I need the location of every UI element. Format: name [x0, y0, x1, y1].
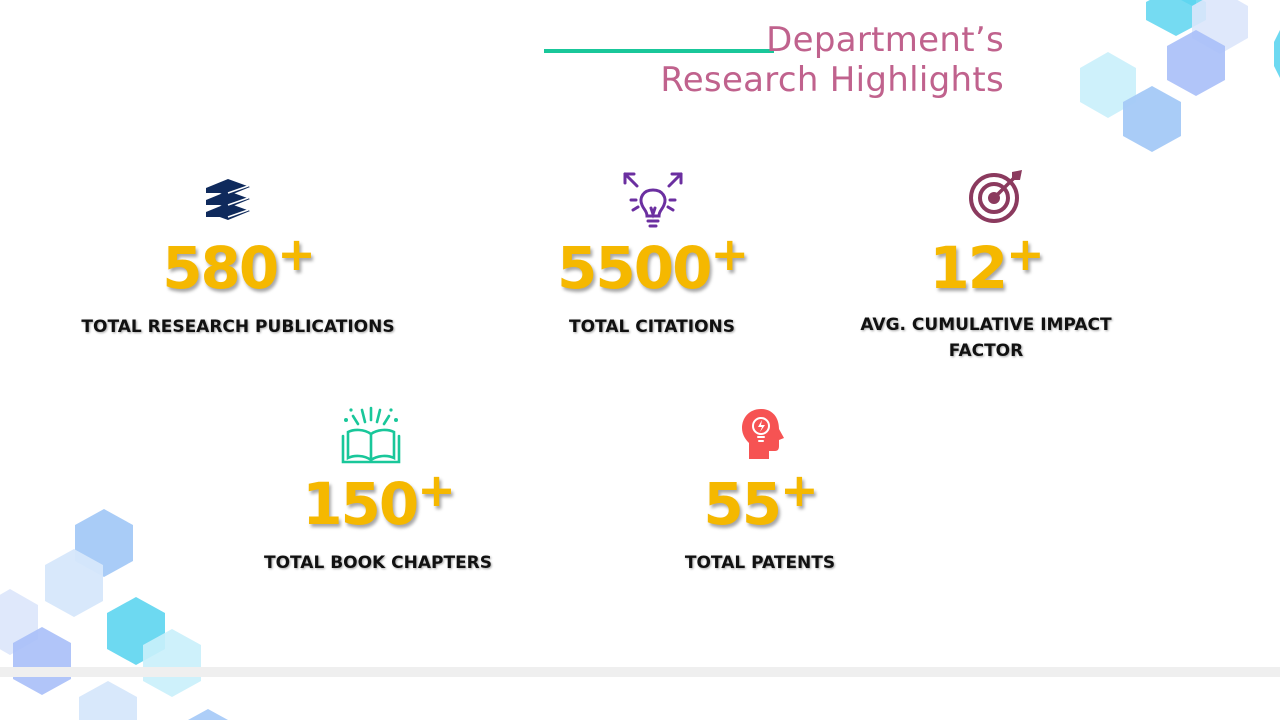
stat-book-chapters: 150+ Total Book Chapters: [220, 463, 536, 576]
stat-citations-label: Total Citations: [569, 317, 735, 337]
stat-book-chapters-label: Total Book Chapters: [263, 553, 493, 573]
lightbulb-icon: [623, 172, 683, 228]
stat-impact-factor: 12+ Avg. Cumulative Impact Factor: [846, 227, 1126, 364]
stat-patents: 55+ Total Patents: [640, 463, 880, 576]
stat-publications: 580+ Total Research Publications: [60, 227, 416, 340]
stat-value: 12: [929, 234, 1008, 302]
stat-value: 5500: [557, 234, 712, 302]
hexagon-decoration-top-right: [1080, 0, 1280, 152]
stat-plus: +: [1006, 227, 1045, 281]
footer-bar: [0, 667, 1280, 677]
target-icon: [969, 170, 1022, 223]
stat-impact-factor-label: Avg. Cumulative Impact Factor: [860, 315, 1112, 361]
hexagon-decoration-bottom-left: [0, 509, 228, 720]
title-line-2: Research Highlights: [660, 60, 1004, 100]
stat-plus: +: [417, 463, 456, 517]
books-icon: [206, 179, 250, 220]
stat-patents-label: Total Patents: [684, 553, 836, 573]
stat-plus: +: [780, 463, 819, 517]
stat-publications-value: 580+: [60, 227, 416, 298]
stat-plus: +: [277, 227, 316, 281]
stat-book-chapters-value: 150+: [220, 463, 536, 534]
page-title: Department’s Research Highlights: [660, 20, 1004, 100]
open-book-icon: [341, 406, 401, 464]
stat-impact-factor-value: 12+: [846, 227, 1126, 298]
stat-value: 150: [302, 470, 419, 538]
stat-citations-value: 5500+: [480, 227, 824, 298]
stat-publications-label: Total Research Publications: [81, 317, 395, 337]
title-line-1: Department’s: [766, 20, 1004, 60]
stat-value: 55: [703, 470, 782, 538]
stat-patents-value: 55+: [640, 463, 880, 534]
stat-citations: 5500+ Total Citations: [480, 227, 824, 340]
stat-plus: +: [710, 227, 749, 281]
title-accent-line: [544, 49, 774, 53]
stat-value: 580: [162, 234, 279, 302]
head-idea-icon: [742, 409, 784, 459]
